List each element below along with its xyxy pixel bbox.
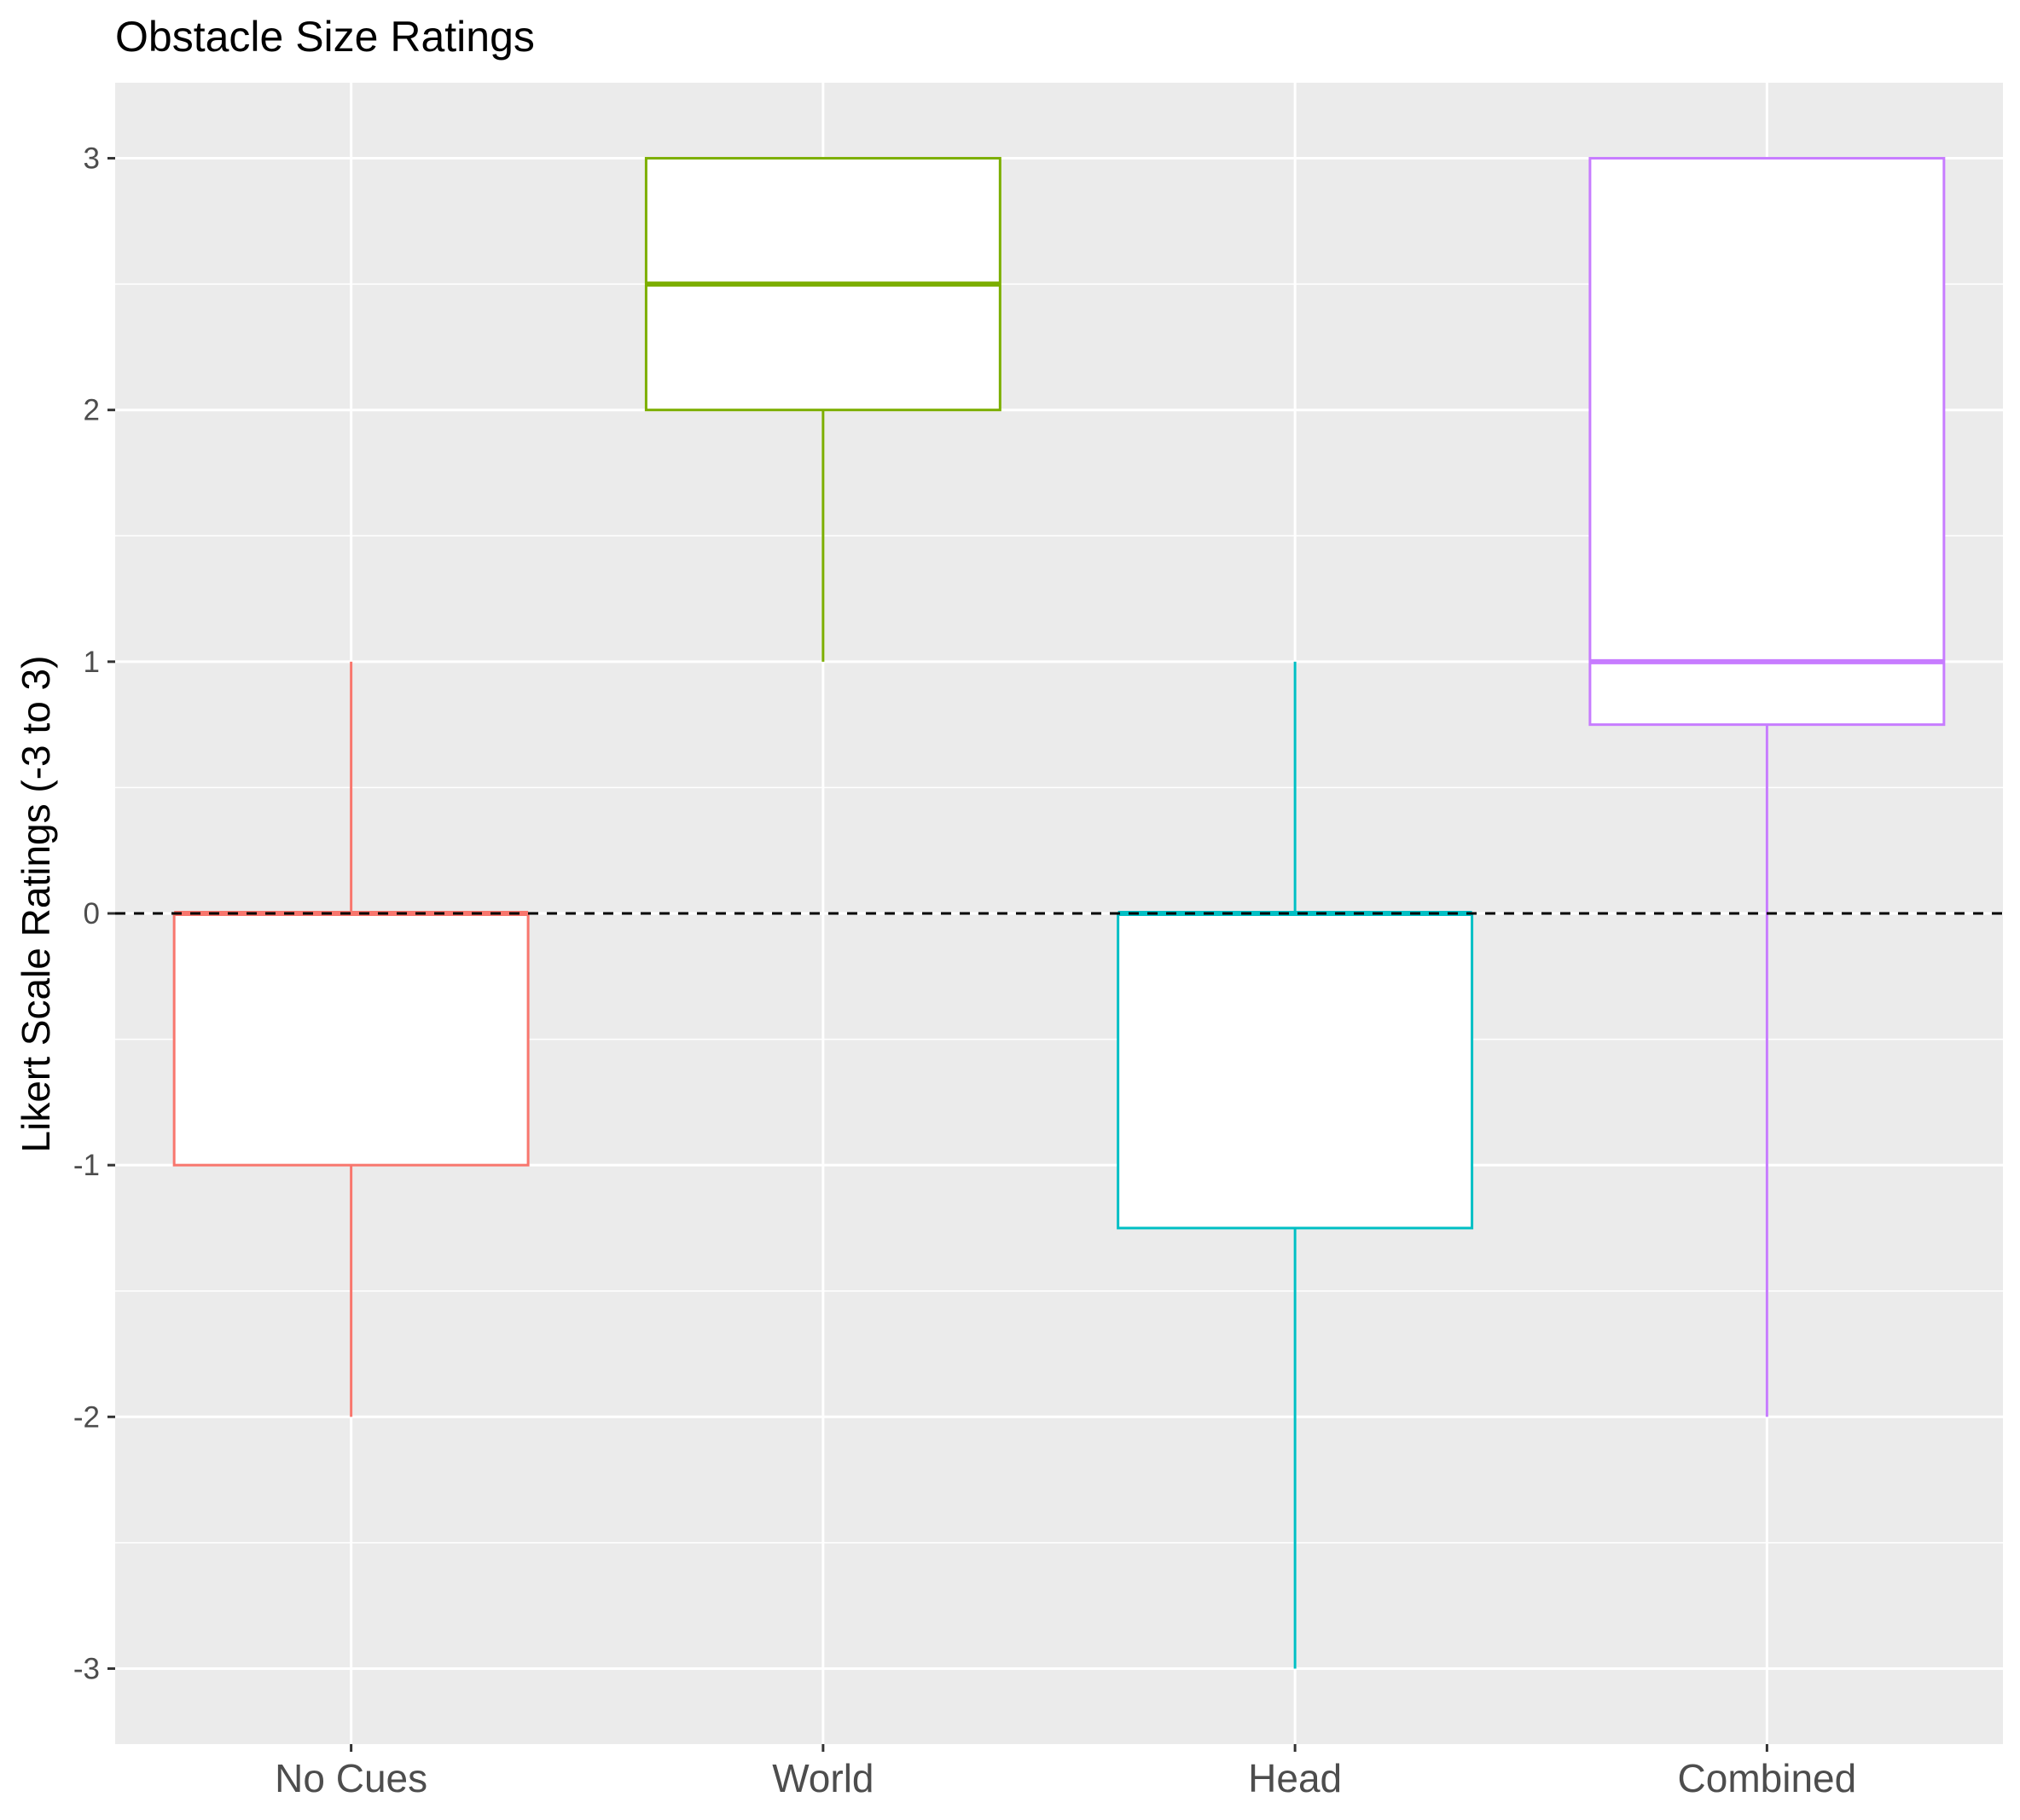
y-tick-label: 3 bbox=[84, 142, 100, 176]
x-tick-label: Combined bbox=[1678, 1756, 1857, 1800]
y-tick-label: -2 bbox=[73, 1400, 100, 1434]
x-tick-label: World bbox=[772, 1756, 874, 1800]
box-iqr-head bbox=[1117, 912, 1474, 1230]
y-tick-label: 2 bbox=[84, 394, 100, 427]
chart-title: Obstacle Size Ratings bbox=[115, 13, 535, 61]
box-head bbox=[1117, 661, 1474, 1669]
y-tick-label: -3 bbox=[73, 1652, 100, 1685]
y-tick-label: 0 bbox=[84, 897, 100, 930]
y-axis: -3 -2 -1 0 1 2 3 bbox=[73, 142, 115, 1685]
x-tick-label: No Cues bbox=[275, 1756, 427, 1800]
x-tick-label: Head bbox=[1248, 1756, 1342, 1800]
boxplot-series bbox=[172, 157, 1946, 1669]
x-axis: No Cues World Head Combined bbox=[275, 1744, 1856, 1800]
box-combined bbox=[1588, 157, 1946, 1417]
box-no-cues bbox=[172, 661, 530, 1417]
box-world bbox=[644, 157, 1001, 662]
y-tick-label: -1 bbox=[73, 1149, 100, 1182]
y-axis-title: Likert Scale Ratings (-3 to 3) bbox=[14, 656, 58, 1153]
box-iqr-combined bbox=[1588, 157, 1946, 727]
box-iqr-no-cues bbox=[172, 912, 530, 1167]
y-tick-label: 1 bbox=[84, 646, 100, 679]
